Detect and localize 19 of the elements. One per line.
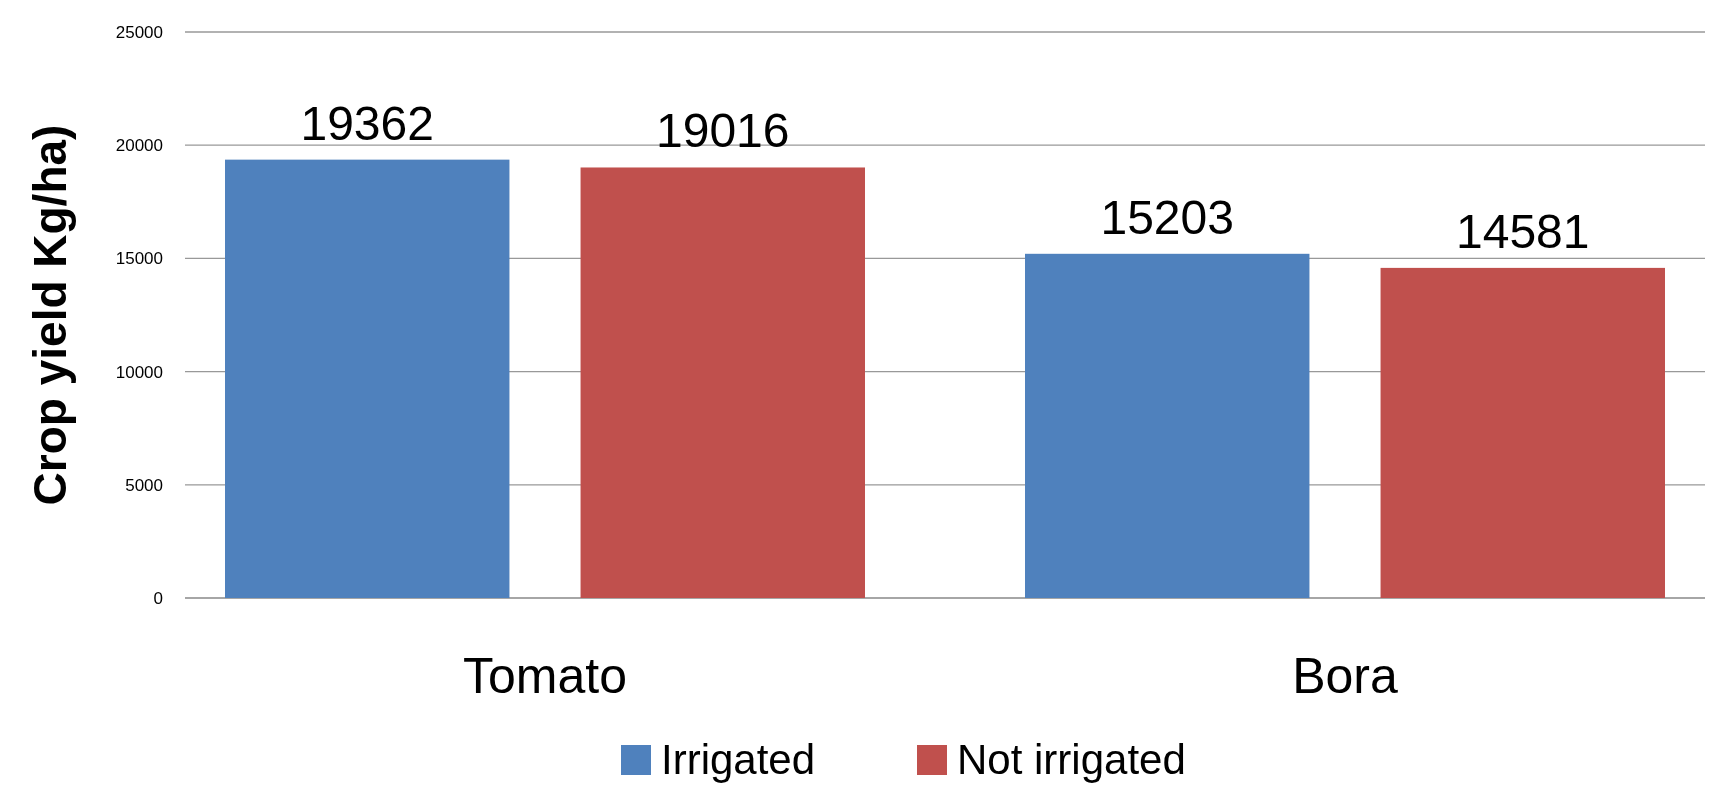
bar xyxy=(580,167,865,598)
y-tick-label: 20000 xyxy=(115,136,163,156)
data-label: 19362 xyxy=(300,96,434,150)
y-tick-label: 10000 xyxy=(115,362,163,382)
data-label: 14581 xyxy=(1456,204,1590,258)
bar xyxy=(1380,267,1665,598)
y-tick-label: 25000 xyxy=(115,22,163,42)
data-label: 19016 xyxy=(656,104,790,158)
y-axis-title: Crop yield Kg/ha) xyxy=(24,124,76,506)
y-tick-label: 5000 xyxy=(125,475,163,495)
bar xyxy=(225,159,510,598)
x-tick-label: Bora xyxy=(1292,648,1398,704)
bar xyxy=(1025,253,1310,598)
x-tick-label: Tomato xyxy=(463,648,627,704)
y-tick-label: 15000 xyxy=(115,249,163,269)
data-label: 15203 xyxy=(1100,190,1234,244)
legend-label: Not irrigated xyxy=(957,736,1186,783)
y-tick-label: 0 xyxy=(153,588,163,608)
legend-label: Irrigated xyxy=(661,736,816,783)
